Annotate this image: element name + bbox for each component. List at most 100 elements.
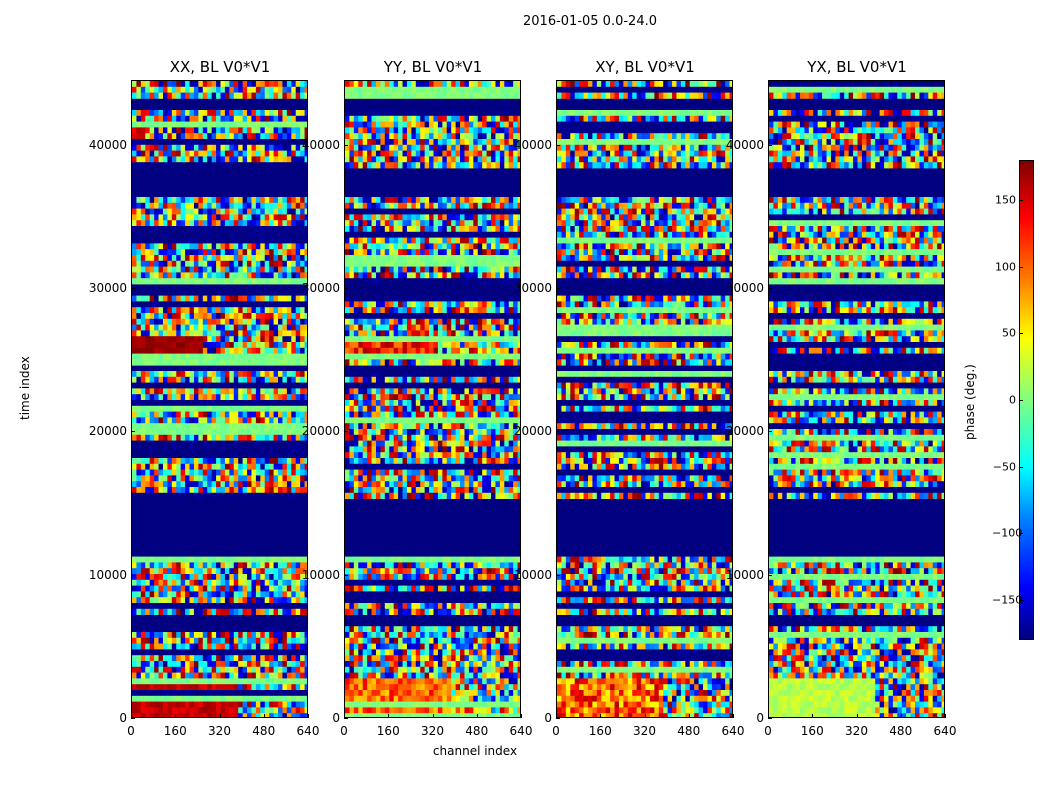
heatmap-cell [411,301,417,308]
heatmap-cell [247,150,252,157]
heatmap-cell [504,150,510,157]
heatmap-cell [171,382,177,389]
heatmap-cell [238,347,244,354]
heatmap-cell [193,690,199,697]
heatmap-cell [473,208,479,215]
heatmap-cell [260,353,266,360]
heatmap-cell [251,313,257,320]
heatmap-cell [207,394,213,401]
heatmap-cell [278,318,283,325]
heatmap-cell [198,359,204,366]
heatmap-cell [255,243,261,250]
heatmap-cell [375,81,381,88]
heatmap-cell [162,626,168,633]
heatmap-cell [291,330,297,337]
heatmap-cell [304,429,307,436]
heatmap-cell [176,197,182,204]
heatmap-cell [278,603,283,610]
heatmap-cell [193,272,199,279]
heatmap-cell [513,156,518,163]
heatmap-cell [411,156,417,163]
heatmap-cell [154,585,159,592]
heatmap-cell [233,330,239,337]
heatmap-cell [229,608,235,615]
heatmap-cell [233,579,239,586]
heatmap-cell [207,307,213,314]
heatmap-image [132,81,307,717]
heatmap-cell [202,684,208,691]
heatmap-cell [149,666,155,673]
heatmap-cell [132,556,137,563]
heatmap-cell [180,226,186,233]
heatmap-cell [162,690,168,697]
heatmap-cell [229,318,235,325]
heatmap-cell [304,388,307,395]
heatmap-cell [460,133,465,140]
heatmap-cell [358,318,364,325]
heatmap-cell [260,382,266,389]
heatmap-cell [149,220,155,227]
heatmap-cell [132,574,137,581]
heatmap-cell [384,330,390,337]
heatmap-cell [207,661,213,668]
heatmap-cell [491,237,496,244]
heatmap-cell [238,249,244,256]
heatmap-cell [513,226,518,233]
heatmap-cell [345,127,350,134]
heatmap-cell [295,336,301,343]
heatmap-cell [362,162,368,169]
heatmap-cell [260,81,266,88]
heatmap-cell [189,585,195,592]
heatmap-cell [171,661,177,668]
heatmap-cell [291,603,297,610]
heatmap-cell [233,255,239,262]
heatmap-cell [229,260,235,267]
heatmap-cell [304,307,307,314]
heatmap-cell [380,260,386,267]
heatmap-cell [300,492,305,499]
heatmap-cell [251,643,257,650]
heatmap-cell [176,388,182,395]
heatmap-cell [176,608,182,615]
heatmap-cell [380,318,386,325]
heatmap-cell [211,492,217,499]
heatmap-cell [464,266,470,273]
heatmap-cell [295,249,301,256]
heatmap-cell [202,208,208,215]
heatmap-cell [247,678,252,685]
heatmap-cell [300,434,305,441]
heatmap-cell [406,92,412,99]
heatmap-cell [264,452,270,459]
heatmap-cell [242,278,248,285]
heatmap-cell [176,255,182,262]
heatmap-cell [140,313,146,320]
heatmap-cell [171,324,177,331]
heatmap-cell [247,585,252,592]
heatmap-cell [247,144,252,151]
heatmap-cell [162,330,168,337]
heatmap-cell [171,388,177,395]
heatmap-cell [162,591,168,598]
heatmap-cell [251,429,257,436]
heatmap-cell [389,139,395,146]
heatmap-cell [282,388,288,395]
heatmap-cell [171,359,177,366]
heatmap-cell [145,556,151,563]
heatmap-cell [508,197,514,204]
heatmap-cell [207,371,213,378]
heatmap-cell [260,556,266,563]
heatmap-cell [273,562,279,569]
heatmap-cell [229,162,235,169]
heatmap-cell [158,637,164,644]
heatmap-cell [273,423,279,430]
heatmap-cell [140,260,146,267]
heatmap-cell [362,278,368,285]
heatmap-cell [216,608,221,615]
heatmap-cell [154,214,159,221]
heatmap-cell [140,231,146,238]
heatmap-cell [140,86,146,93]
heatmap-cell [140,150,146,157]
heatmap-cell [477,150,483,157]
heatmap-cell [149,162,155,169]
heatmap-cell [251,452,257,459]
